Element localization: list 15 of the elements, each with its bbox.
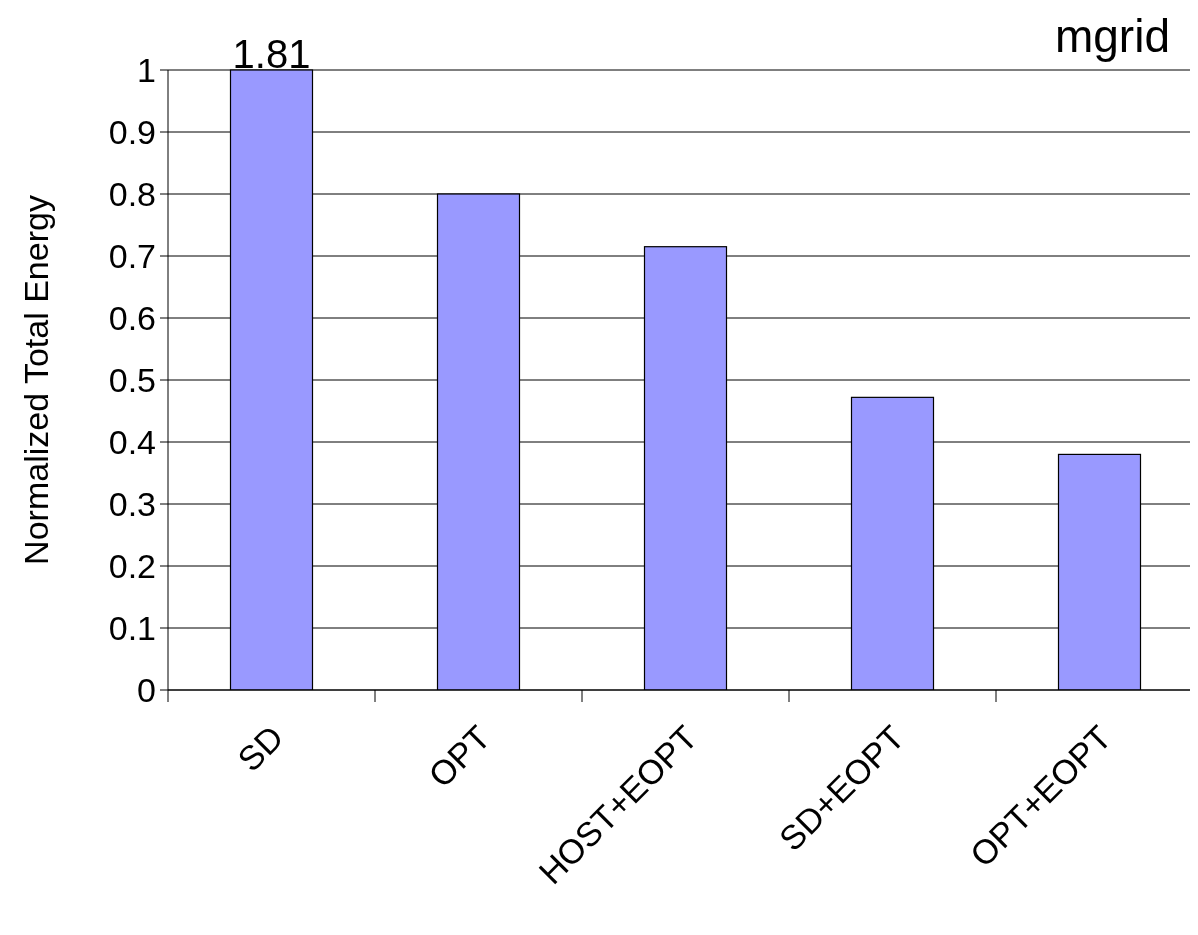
y-tick-label: 1 (137, 50, 156, 89)
y-tick-label: 0.8 (108, 174, 156, 213)
y-tick-label: 0.6 (108, 298, 156, 337)
y-tick-label: 0.2 (108, 546, 156, 585)
y-axis-title: Normalized Total Energy (17, 195, 55, 565)
y-tick-label: 0.5 (108, 360, 156, 399)
x-tick-label: SD (230, 718, 291, 779)
y-tick-label: 0.4 (108, 422, 156, 461)
annotation: 1.81 (232, 32, 311, 76)
y-tick-label: 0.1 (108, 608, 156, 647)
chart-title: mgrid (1054, 10, 1170, 62)
y-tick-label: 0 (137, 670, 156, 709)
y-tick-label: 0.9 (108, 112, 156, 151)
y-tick-label: 0.7 (108, 236, 156, 275)
y-tick-label: 0.3 (108, 484, 156, 523)
